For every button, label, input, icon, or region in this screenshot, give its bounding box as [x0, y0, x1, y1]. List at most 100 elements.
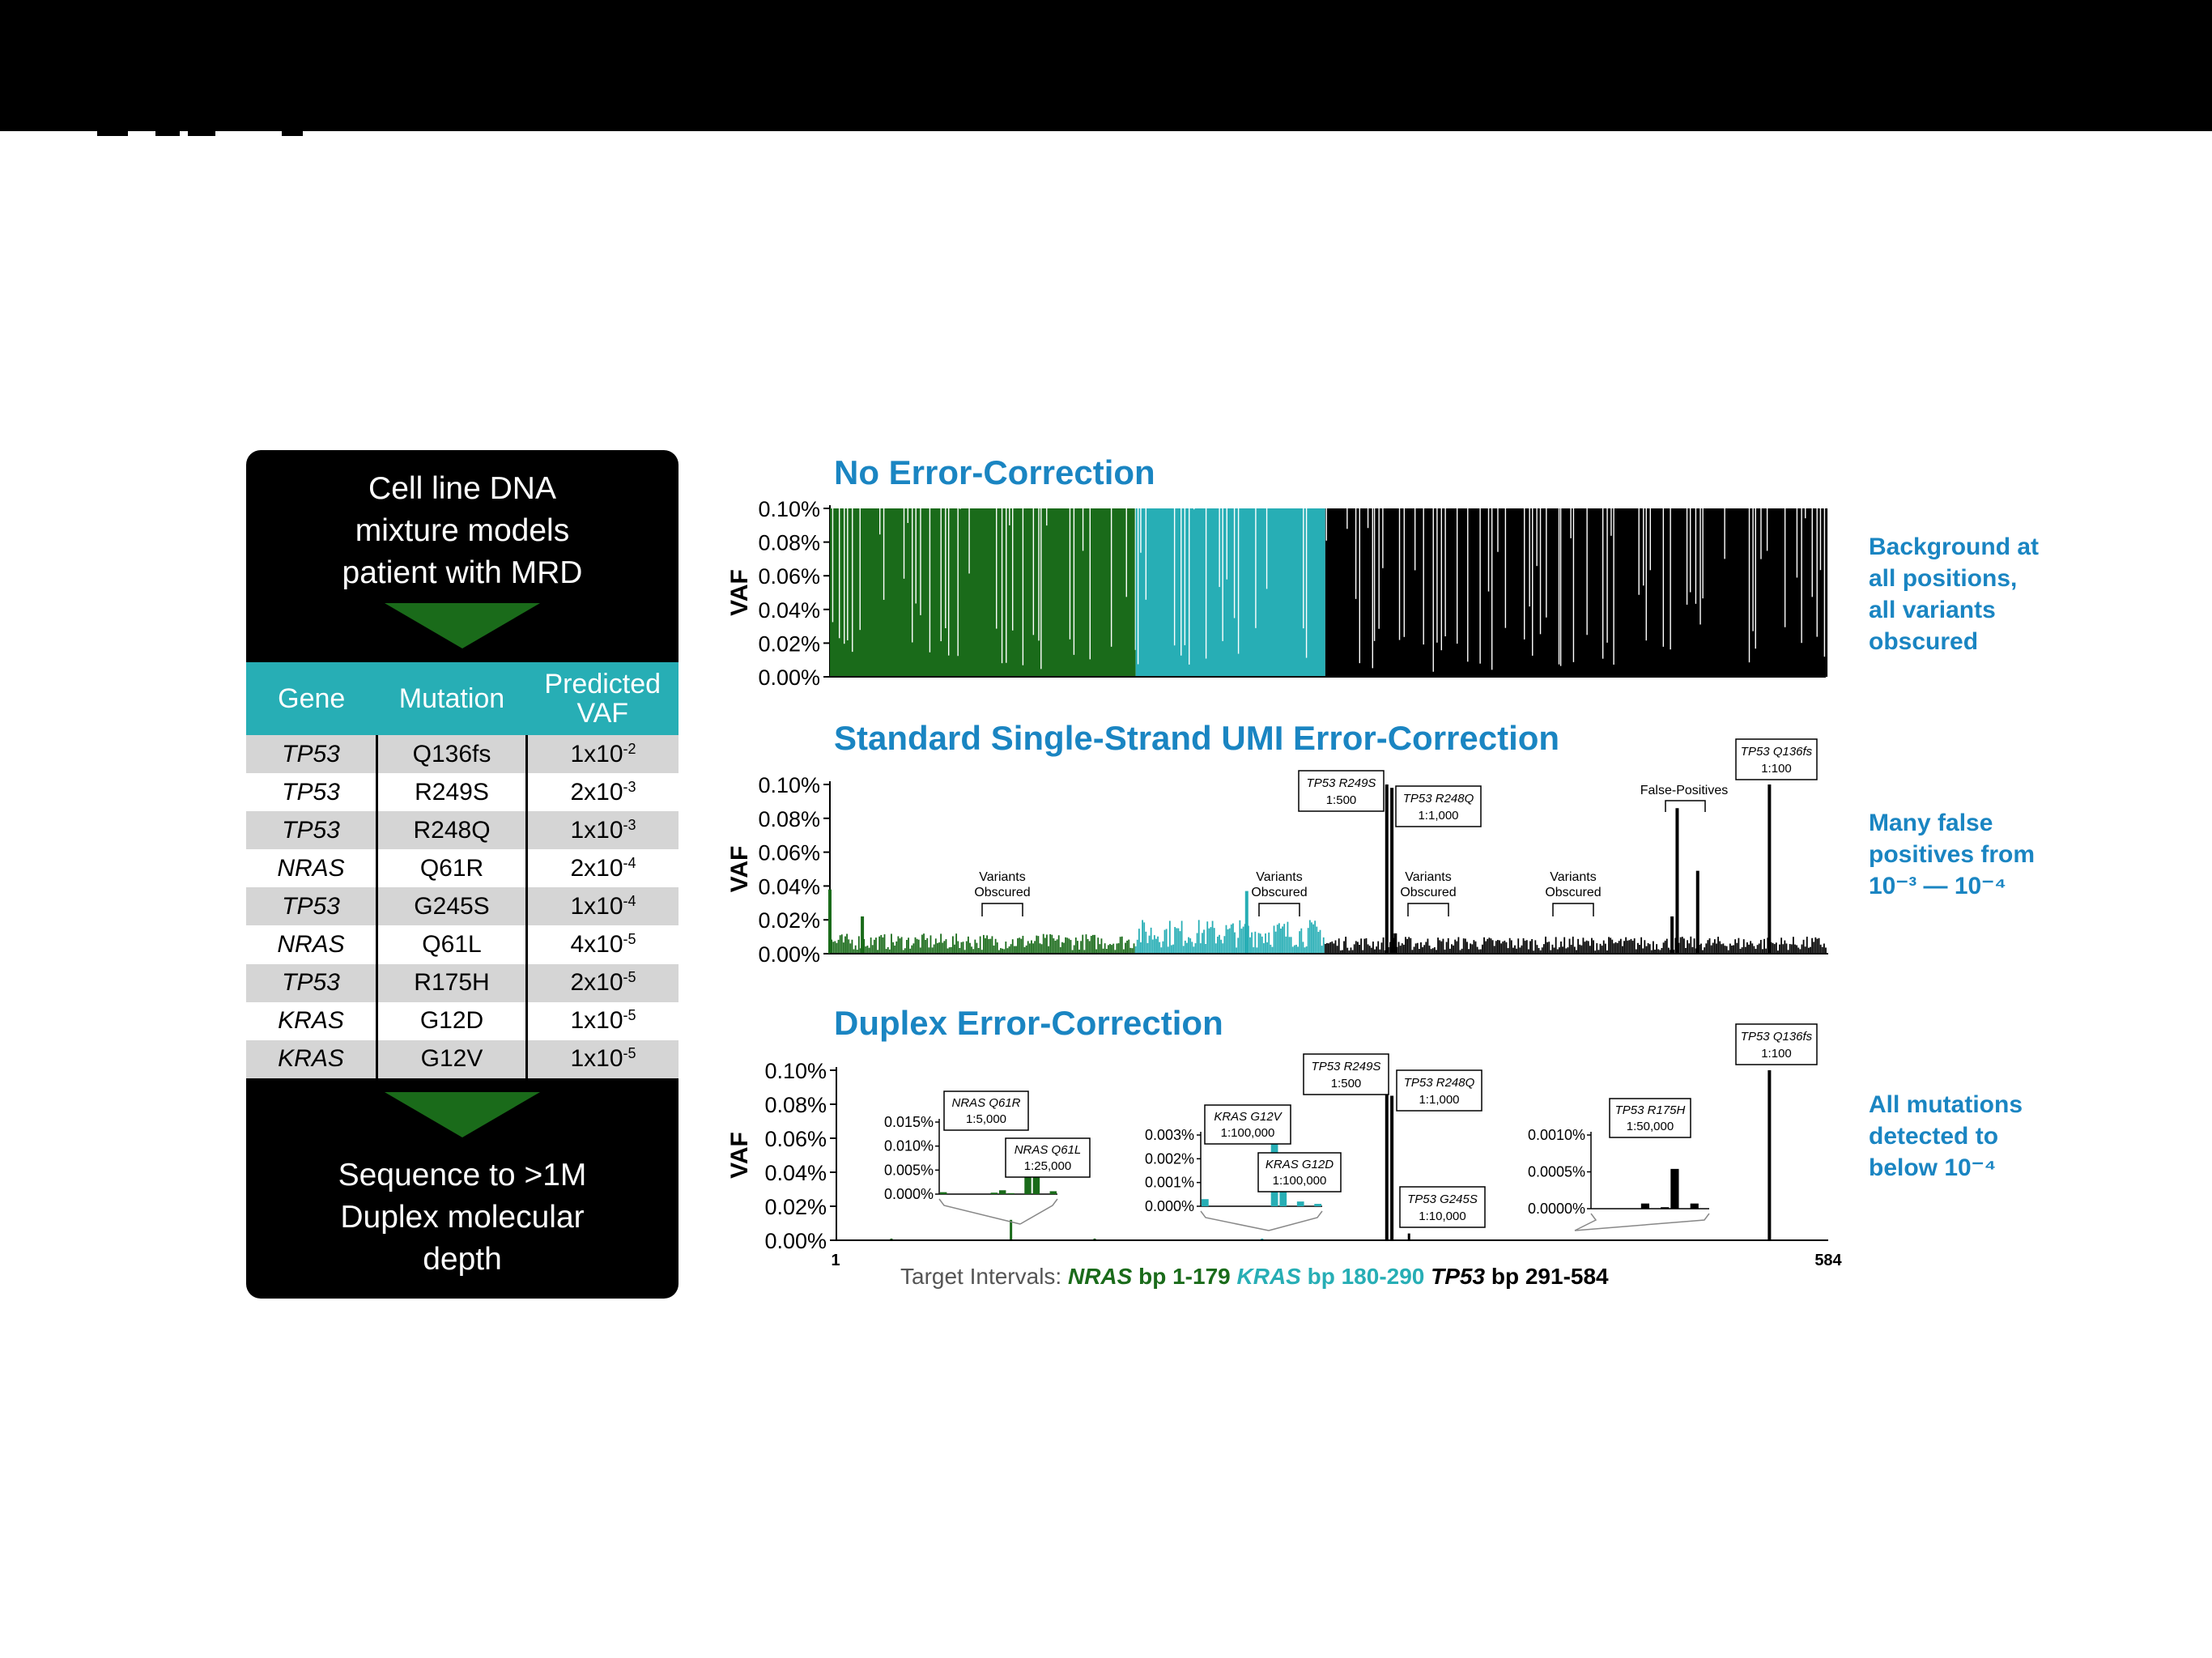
bar-gap — [1504, 508, 1507, 628]
bar-gap — [1479, 508, 1481, 664]
bar-gap — [1702, 508, 1704, 599]
footer-prefix: Target Intervals: — [900, 1264, 1068, 1289]
inset-tick-label: 0.010% — [884, 1138, 934, 1154]
bar-gap — [1467, 508, 1469, 662]
mutation-cell: G12D — [376, 1001, 528, 1040]
bar-gap — [1645, 508, 1647, 641]
inset-callout-box — [1204, 1104, 1291, 1145]
vaf-exponent: -5 — [623, 1045, 636, 1062]
bar-gap — [1819, 508, 1822, 571]
bar-gap — [947, 508, 950, 656]
bar-gap — [929, 508, 931, 653]
bar-gap — [1536, 508, 1538, 567]
bar-gap — [915, 508, 917, 604]
gene-cell: TP53 — [246, 811, 377, 850]
bar-gap — [957, 508, 959, 657]
bar-gap — [838, 508, 840, 639]
callout-label: TP53 Q136fs — [1741, 745, 1813, 759]
bar-gap — [1643, 508, 1644, 586]
inset-bar — [999, 1190, 1006, 1194]
y-tick-label: 0.10% — [758, 773, 820, 797]
y-tick-label: 0.06% — [758, 841, 820, 865]
bar-gap — [1816, 508, 1818, 637]
annotation-label: Variants — [1405, 870, 1452, 884]
bar-gap — [1811, 508, 1813, 597]
experiment-panel: Cell line DNA mixture models patient wit… — [246, 450, 678, 1299]
bar-gap — [959, 508, 961, 509]
callout-label: TP53 R249S — [1307, 776, 1376, 790]
chart-title: Standard Single-Strand UMI Error-Correct… — [834, 719, 1559, 757]
inset-tick-label: 0.001% — [1145, 1175, 1194, 1191]
inset-callout-label: TP53 R175H — [1615, 1103, 1686, 1117]
gene-cell: NRAS — [246, 925, 377, 964]
inset-bar — [1661, 1207, 1670, 1209]
intro-line: patient with MRD — [342, 555, 583, 590]
bar-gap — [1134, 508, 1137, 650]
bar-gap — [883, 508, 885, 600]
vaf-cell: 1x10-5 — [526, 1001, 678, 1040]
gene-cell: TP53 — [246, 735, 377, 774]
bar-gap — [1038, 508, 1040, 641]
inset-callout-box — [1609, 1098, 1691, 1138]
callout-label: TP53 Q136fs — [1741, 1030, 1813, 1044]
inset-tick-label: 0.005% — [884, 1162, 934, 1178]
bar-gap — [1695, 508, 1697, 604]
annotation-label: Obscured — [1545, 886, 1601, 899]
bar-gap — [1662, 508, 1665, 647]
bar-gap — [1784, 508, 1786, 627]
intro-line: mixture models — [355, 513, 570, 548]
zoom-line — [1019, 1198, 1058, 1225]
bar-gap — [1760, 508, 1762, 559]
vaf-exponent: -3 — [623, 816, 636, 833]
bar-gap — [1125, 508, 1127, 597]
bar-gap — [879, 508, 881, 535]
inset-callout-label: NRAS Q61L — [1015, 1143, 1082, 1157]
inset-callout-label: KRAS G12D — [1266, 1158, 1334, 1171]
bar-gap — [1173, 508, 1176, 646]
chart-title: No Error-Correction — [834, 453, 1155, 491]
inset-bar — [1314, 1204, 1321, 1206]
vaf-cell: 1x10-3 — [526, 811, 678, 850]
annotation-label: Obscured — [1251, 886, 1307, 899]
bar-gap — [1305, 508, 1308, 658]
inset-bar — [1202, 1199, 1209, 1206]
annotation-bracket — [1258, 903, 1300, 916]
bar-gap — [1689, 508, 1691, 593]
vaf-exponent: -4 — [623, 854, 636, 871]
y-tick-label: 0.08% — [758, 807, 820, 831]
inset-tick-label: 0.0005% — [1528, 1164, 1585, 1180]
vaf-cell: 1x10-2 — [526, 735, 678, 774]
bar-gap — [1110, 508, 1112, 647]
callout-value: 1:500 — [1326, 793, 1357, 807]
vaf-cell: 1x10-5 — [526, 1039, 678, 1078]
callout-value: 1:100 — [1761, 762, 1792, 776]
bar-gap — [852, 508, 853, 653]
top-banner — [0, 0, 2212, 131]
down-arrow-icon — [385, 603, 540, 648]
y-tick-label: 0.04% — [758, 874, 820, 899]
bar-gap — [1570, 508, 1572, 538]
inset-callout-label: KRAS G12V — [1214, 1110, 1283, 1124]
mutation-cell: R175H — [376, 963, 528, 1002]
segment-bar-tp53 — [1325, 508, 1828, 677]
callout-box — [1396, 1069, 1482, 1112]
bar-gap — [1432, 508, 1434, 672]
bar-gap — [1638, 508, 1640, 595]
table-row: TP53 G245S 1x10-4 — [246, 887, 678, 926]
mutation-cell: R249S — [376, 773, 528, 812]
bar-gap — [1724, 508, 1725, 559]
y-tick-label: 0.02% — [758, 908, 820, 933]
y-tick-label: 0.08% — [764, 1093, 827, 1117]
y-axis-label: VAF — [726, 1132, 753, 1179]
bar-gap — [1497, 508, 1499, 552]
y-tick-label: 0.00% — [764, 1229, 827, 1253]
bar-gap — [1649, 508, 1651, 571]
inset-callout-label: NRAS Q61R — [951, 1096, 1020, 1110]
annotation-label: Variants — [979, 870, 1026, 884]
vaf-cell: 2x10-5 — [526, 963, 678, 1002]
footer-nras-gene: NRAS — [1068, 1264, 1133, 1289]
bar-gap — [1752, 508, 1754, 631]
bar-gap — [1403, 508, 1405, 637]
zoom-line — [1574, 1213, 1597, 1231]
footer-nras-range: bp 1-179 — [1132, 1264, 1236, 1289]
